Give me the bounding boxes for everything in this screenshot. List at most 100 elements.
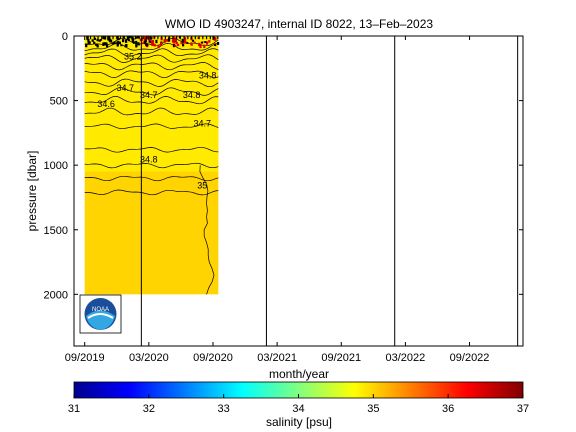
deep-isohaline-35 xyxy=(199,165,215,295)
surface-mark xyxy=(177,43,180,47)
colorbar-tick-label: 37 xyxy=(517,403,529,415)
contour-label: 34.8 xyxy=(199,71,217,81)
y-tick-label: 500 xyxy=(50,96,68,108)
surface-mark xyxy=(135,40,138,45)
surface-mark xyxy=(144,36,148,40)
colorbar-tick-label: 31 xyxy=(68,403,80,415)
plot-frame xyxy=(73,35,524,347)
surface-mark xyxy=(174,38,177,41)
surface-mark xyxy=(172,36,175,39)
y-axis: 0 500 1000 1500 2000 xyxy=(44,31,523,301)
y-axis-label: pressure [dbar] xyxy=(25,151,39,232)
surface-mark xyxy=(122,39,125,42)
x-tick-label: 03/2022 xyxy=(386,352,426,364)
surface-mark xyxy=(217,42,220,45)
contour-line xyxy=(84,189,219,196)
surface-mark xyxy=(148,39,151,43)
contour-label: 34.8 xyxy=(183,90,201,100)
contour-line xyxy=(84,48,219,57)
y-tick-label: 1500 xyxy=(44,225,68,237)
x-tick-label: 09/2019 xyxy=(65,352,105,364)
contour-line xyxy=(84,107,219,116)
surface-mark xyxy=(153,44,156,47)
colorbar-label: salinity [psu] xyxy=(266,415,332,429)
surface-mark xyxy=(102,36,105,40)
x-tick-label: 03/2021 xyxy=(257,352,297,364)
surface-mark xyxy=(107,36,110,39)
colorbar-tick-label: 35 xyxy=(367,403,379,415)
surface-mark xyxy=(99,39,102,41)
surface-mark xyxy=(111,42,114,45)
surface-mark xyxy=(116,36,119,40)
surface-mark xyxy=(172,38,175,41)
surface-mark xyxy=(116,42,119,46)
surface-mark xyxy=(143,41,147,45)
contour-line xyxy=(84,87,219,96)
surface-mark xyxy=(142,42,145,45)
colorbar-tick-label: 34 xyxy=(292,403,304,415)
x-tick-label: 09/2020 xyxy=(193,352,233,364)
contour-labels: 35.234.834.734.7 34.834.634.734.835 xyxy=(97,51,216,190)
x-tick-label: 09/2021 xyxy=(321,352,361,364)
y-tick-label: 0 xyxy=(62,31,68,43)
surface-mark xyxy=(183,40,186,44)
contour-line xyxy=(84,43,219,51)
contour-label: 34.7 xyxy=(194,118,212,128)
surface-mark xyxy=(149,38,152,41)
surface-mark xyxy=(136,36,139,39)
surface-mark xyxy=(208,40,211,43)
surface-mark xyxy=(86,38,89,41)
surface-mark xyxy=(125,39,128,43)
surface-mark xyxy=(128,36,131,39)
x-tick-label: 09/2022 xyxy=(450,352,490,364)
surface-mark xyxy=(109,38,112,43)
surface-mark xyxy=(180,41,183,45)
contour-label: 34.7 xyxy=(117,83,135,93)
contour-line xyxy=(84,123,219,130)
surface-mark xyxy=(87,38,90,42)
surface-mark xyxy=(200,41,203,44)
surface-mark xyxy=(191,39,195,42)
surface-mark xyxy=(144,39,147,43)
contour-label: 34.6 xyxy=(97,99,115,109)
surface-mark xyxy=(127,39,131,42)
surface-mark xyxy=(117,38,120,40)
surface-mark xyxy=(174,44,177,47)
surface-mark xyxy=(143,36,146,40)
surface-mark xyxy=(88,41,91,44)
surface-mark xyxy=(190,42,193,46)
surface-mark xyxy=(157,45,160,49)
x-tick-label: 03/2020 xyxy=(129,352,169,364)
contour-line xyxy=(84,78,219,88)
surface-mark xyxy=(125,44,128,47)
surface-mark xyxy=(213,38,216,41)
surface-mark xyxy=(182,43,185,47)
contour-line xyxy=(84,70,219,79)
surface-mark xyxy=(172,43,176,48)
surface-mark xyxy=(163,39,166,41)
noaa-logo: NOAA xyxy=(79,294,122,334)
surface-mark xyxy=(113,41,116,45)
surface-mark xyxy=(145,42,148,46)
surface-mark xyxy=(166,39,169,42)
surface-mark xyxy=(91,39,94,42)
surface-mark xyxy=(151,40,154,45)
surface-mark xyxy=(96,44,99,47)
surface-mark xyxy=(175,41,178,45)
surface-mark xyxy=(93,41,96,45)
surface-mark xyxy=(150,36,153,40)
surface-mark xyxy=(85,43,88,48)
surface-mark xyxy=(204,41,207,44)
y-tick-label: 1000 xyxy=(44,160,68,172)
colorbar-tick-label: 33 xyxy=(218,403,230,415)
noaa-logo-text: NOAA xyxy=(92,307,109,313)
surface-mark xyxy=(122,40,125,43)
surface-mark xyxy=(106,44,109,48)
surface-mark xyxy=(137,43,140,46)
contour-line xyxy=(84,146,219,153)
contour-label: 34.7 xyxy=(140,90,158,100)
surface-mark xyxy=(96,39,99,41)
chart-title: WMO ID 4903247, internal ID 8022, 13–Feb… xyxy=(165,17,433,31)
surface-mark xyxy=(214,44,217,47)
